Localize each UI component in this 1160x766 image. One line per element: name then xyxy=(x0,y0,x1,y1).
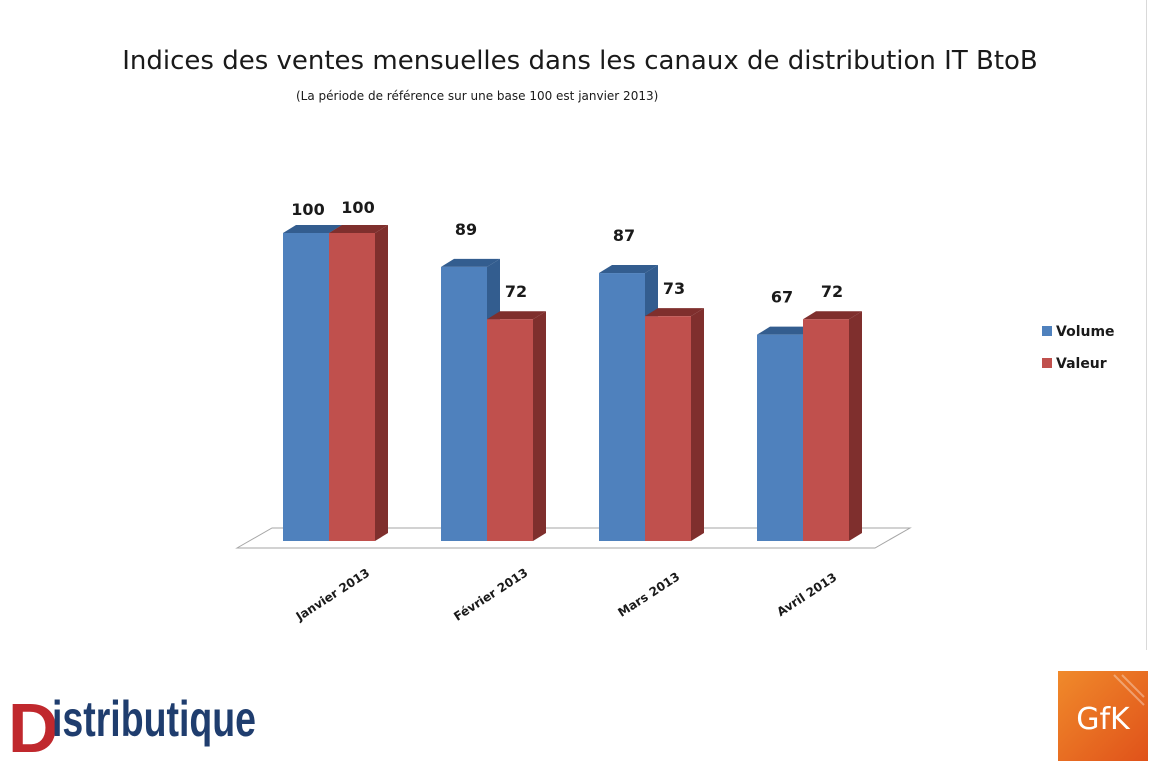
bar-top-volume-2 xyxy=(599,265,658,274)
legend-label-volume: Volume xyxy=(1056,324,1115,340)
category-label-1: Février 2013 xyxy=(451,566,530,624)
category-label-2: Mars 2013 xyxy=(615,570,682,620)
chart-floor xyxy=(235,527,912,549)
bar-valeur-3 xyxy=(803,319,849,541)
bar-top-valeur-1 xyxy=(487,311,546,320)
bar-volume-1 xyxy=(441,266,487,541)
bar-volume-3 xyxy=(757,334,803,541)
chart-title: Indices des ventes mensuelles dans les c… xyxy=(122,46,1038,76)
legend-label-valeur: Valeur xyxy=(1056,356,1107,372)
floor-plane xyxy=(235,527,912,549)
bar-side-valeur-0 xyxy=(375,225,388,541)
bar-side-valeur-1 xyxy=(533,311,546,541)
distributique-logo-text: istributique xyxy=(52,691,256,747)
value-labels-group: 100 100 89 72 87 73 67 72 xyxy=(291,198,843,307)
bar-chart: 100 100 89 72 87 73 67 72 Janvier 2013 Février 2… xyxy=(235,198,1115,625)
gfk-logo: GfK xyxy=(1058,671,1148,761)
legend-swatch-volume xyxy=(1042,326,1052,336)
bar-top-volume-3 xyxy=(757,326,816,335)
category-label-3: Avril 2013 xyxy=(774,570,839,619)
value-label-valeur-3: 72 xyxy=(821,282,843,301)
bar-side-valeur-3 xyxy=(849,311,862,541)
legend-swatch-valeur xyxy=(1042,358,1052,368)
chart-subtitle: (La période de référence sur une base 10… xyxy=(296,89,659,103)
bars-group xyxy=(283,225,862,541)
bar-valeur-2 xyxy=(645,316,691,541)
bar-top-valeur-0 xyxy=(329,225,388,233)
bar-side-valeur-2 xyxy=(691,308,704,541)
value-label-volume-1: 89 xyxy=(455,220,477,239)
bar-valeur-1 xyxy=(487,319,533,541)
value-label-valeur-0: 100 xyxy=(341,198,374,217)
bar-top-volume-0 xyxy=(283,225,342,233)
gfk-logo-text: GfK xyxy=(1076,702,1131,737)
bar-volume-2 xyxy=(599,273,645,541)
value-label-valeur-1: 72 xyxy=(505,282,527,301)
bar-top-valeur-3 xyxy=(803,311,862,320)
value-label-volume-0: 100 xyxy=(291,200,324,219)
bar-volume-0 xyxy=(283,233,329,541)
right-border-line xyxy=(1146,0,1147,650)
category-labels-group: Janvier 2013 Février 2013 Mars 2013 Avril 2… xyxy=(293,566,840,625)
category-label-0: Janvier 2013 xyxy=(293,566,372,624)
bar-top-volume-1 xyxy=(441,258,500,267)
value-label-volume-3: 67 xyxy=(771,288,793,307)
value-label-valeur-2: 73 xyxy=(663,279,685,298)
distributique-logo: D istributique xyxy=(8,689,256,766)
value-label-volume-2: 87 xyxy=(613,226,635,245)
bar-valeur-0 xyxy=(329,233,375,541)
legend: Volume Valeur xyxy=(1042,324,1115,372)
bar-top-valeur-2 xyxy=(645,308,704,317)
distributique-logo-initial: D xyxy=(8,689,59,766)
